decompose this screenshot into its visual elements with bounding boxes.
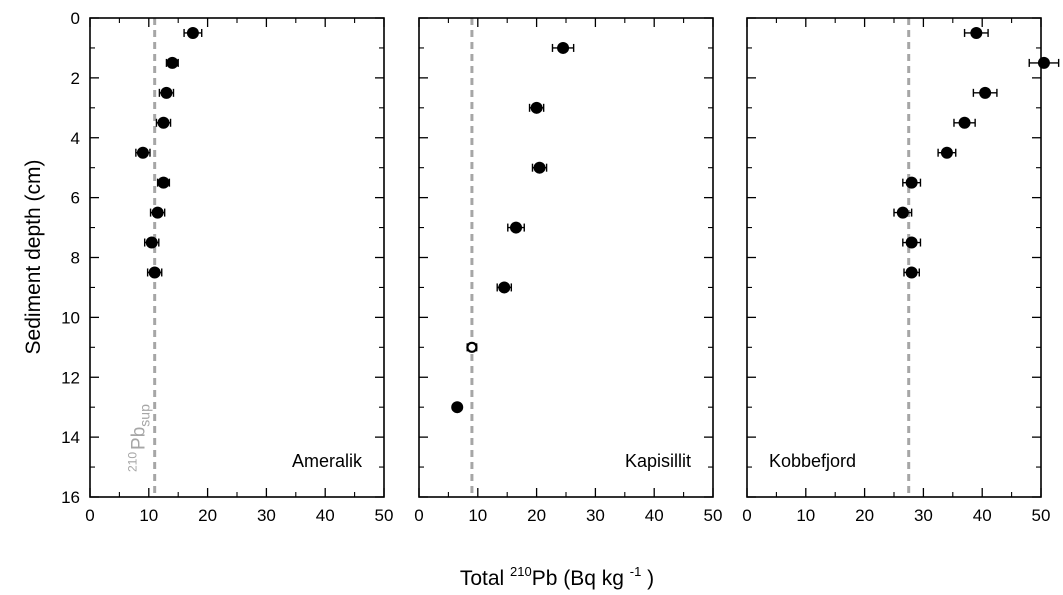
data-marker: [958, 116, 971, 129]
panels-group: 0 2 4 6 8 10 12 14 16 0 10 20 30 40 50 Ameralik 210 Pbsup…: [61, 9, 1060, 525]
data-point: [972, 86, 998, 99]
data-marker: [970, 26, 983, 39]
data-point: [135, 146, 151, 159]
panel-1: 0 2 4 6 8 10 12 14 16 0 10 20 30 40 50 Ameralik 210 Pbsup: [61, 9, 393, 525]
data-marker: [1037, 56, 1050, 69]
data-point: [1028, 56, 1060, 69]
supported-label-element: Pb: [129, 427, 150, 450]
data-marker: [896, 206, 909, 219]
panel-3: 0 10 20 30 40 50 Kobbefjord: [742, 17, 1060, 525]
data-marker: [157, 176, 170, 189]
y-axis-title: Sediment depth (cm): [22, 160, 45, 355]
supported-label-mass: 210: [126, 452, 140, 472]
y-tick-label: 8: [71, 249, 80, 268]
data-marker: [151, 206, 164, 219]
panel-frame: [89, 17, 385, 498]
data-marker: [145, 236, 158, 249]
y-tick-label: 4: [71, 129, 80, 148]
data-point: [963, 26, 989, 39]
supported-label-subscript: sup: [137, 404, 153, 427]
panel-frame: [418, 17, 714, 498]
panel-label: Ameralik: [292, 451, 363, 471]
data-marker: [905, 236, 918, 249]
data-marker: [533, 161, 546, 174]
data-marker: [510, 221, 523, 234]
x-tick-label: 50: [375, 506, 394, 525]
y-tick-label: 16: [61, 488, 80, 507]
data-marker: [136, 146, 149, 159]
x-tick-label: 0: [742, 506, 751, 525]
data-point: [158, 86, 175, 99]
x-tick-label: 20: [527, 506, 546, 525]
x-tick-label: 40: [973, 506, 992, 525]
data-marker: [979, 86, 992, 99]
x-tick-label: 20: [198, 506, 217, 525]
data-marker: [451, 401, 464, 414]
x-tick-label: 10: [468, 506, 487, 525]
data-point: [953, 116, 976, 129]
data-point: [143, 236, 160, 249]
supported-level-label: 210 Pbsup: [126, 404, 153, 472]
data-point: [937, 146, 957, 159]
x-axis-title-suffix: ): [641, 567, 654, 590]
data-marker: [157, 116, 170, 129]
x-tick-label: 0: [85, 506, 94, 525]
y-tick-label: 2: [71, 69, 80, 88]
y-tick-label: 14: [61, 428, 80, 447]
data-point: [903, 266, 920, 279]
data-point: [551, 41, 575, 54]
data-marker: [557, 41, 570, 54]
data-marker: [166, 56, 179, 69]
data-point: [902, 176, 922, 189]
x-tick-label: 10: [139, 506, 158, 525]
data-marker: [160, 86, 173, 99]
x-axis-title-superscript: 210: [510, 564, 532, 579]
x-tick-label: 20: [855, 506, 874, 525]
x-tick-label: 30: [257, 506, 276, 525]
x-axis-title-unit-superscript: -1: [630, 564, 642, 579]
data-marker-open: [466, 341, 478, 353]
data-point: [902, 236, 922, 249]
x-tick-label: 40: [645, 506, 664, 525]
data-point: [146, 266, 163, 279]
data-marker: [905, 266, 918, 279]
x-axis-title: Total 210Pb (Bq kg -1 ): [460, 564, 654, 590]
x-tick-label: 50: [1032, 506, 1051, 525]
data-marker: [530, 101, 543, 114]
data-point: [466, 341, 478, 353]
x-axis-title-prefix: Total: [460, 567, 510, 590]
data-point: [893, 206, 913, 219]
data-marker: [186, 26, 199, 39]
data-marker: [940, 146, 953, 159]
data-point: [183, 26, 203, 39]
data-point: [165, 56, 179, 69]
data-marker: [905, 176, 918, 189]
x-tick-label: 40: [316, 506, 335, 525]
panel-label: Kapisillit: [625, 451, 691, 471]
data-point: [496, 281, 513, 294]
panel-2: 0 10 20 30 40 50 Kapisillit: [414, 17, 723, 525]
x-tick-label: 30: [586, 506, 605, 525]
data-point: [528, 101, 545, 114]
x-tick-label: 50: [704, 506, 723, 525]
data-point: [531, 161, 548, 174]
data-point: [155, 116, 172, 129]
x-axis-title-main: Pb (Bq kg: [532, 567, 630, 590]
data-marker: [148, 266, 161, 279]
data-point: [451, 401, 464, 414]
y-tick-label: 10: [61, 308, 80, 327]
y-tick-label: 6: [71, 189, 80, 208]
y-tick-label: 0: [71, 9, 80, 28]
x-tick-label: 0: [414, 506, 423, 525]
panel-label: Kobbefjord: [769, 451, 856, 471]
y-tick-label: 12: [61, 368, 80, 387]
x-tick-label: 30: [914, 506, 933, 525]
x-tick-label: 10: [796, 506, 815, 525]
data-point: [149, 206, 166, 219]
data-marker: [498, 281, 511, 294]
data-point: [507, 221, 525, 234]
data-point: [156, 176, 171, 189]
